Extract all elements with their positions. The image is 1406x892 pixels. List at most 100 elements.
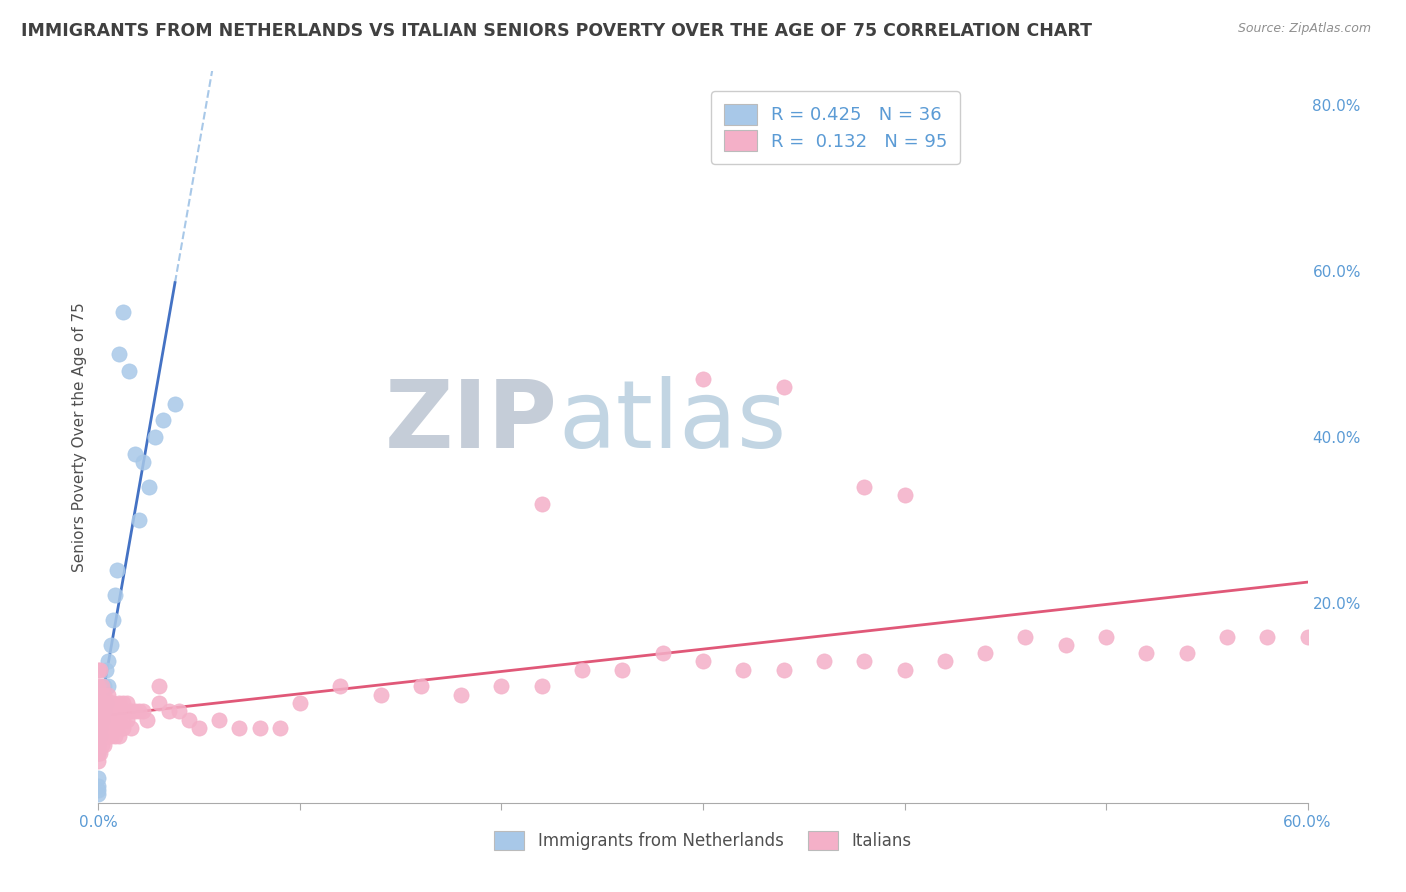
Point bbox=[138, 480, 160, 494]
Point bbox=[934, 655, 956, 669]
Point bbox=[100, 705, 122, 719]
Point bbox=[157, 705, 180, 719]
Point bbox=[87, 729, 110, 743]
Point bbox=[530, 497, 553, 511]
Point bbox=[120, 721, 142, 735]
Point bbox=[89, 713, 111, 727]
Point bbox=[409, 680, 432, 694]
Point bbox=[97, 705, 120, 719]
Point bbox=[87, 746, 110, 760]
Point bbox=[93, 696, 115, 710]
Point bbox=[853, 655, 876, 669]
Point bbox=[89, 746, 111, 760]
Point bbox=[329, 680, 352, 694]
Point bbox=[91, 738, 114, 752]
Point bbox=[91, 688, 114, 702]
Point bbox=[101, 696, 124, 710]
Point bbox=[571, 663, 593, 677]
Point bbox=[491, 680, 513, 694]
Point bbox=[87, 688, 110, 702]
Text: IMMIGRANTS FROM NETHERLANDS VS ITALIAN SENIORS POVERTY OVER THE AGE OF 75 CORREL: IMMIGRANTS FROM NETHERLANDS VS ITALIAN S… bbox=[21, 22, 1092, 40]
Point bbox=[87, 713, 110, 727]
Point bbox=[103, 588, 125, 602]
Point bbox=[208, 713, 231, 727]
Point bbox=[450, 688, 472, 702]
Point bbox=[89, 729, 111, 743]
Point bbox=[1175, 646, 1198, 660]
Point bbox=[101, 705, 124, 719]
Point bbox=[97, 721, 120, 735]
Point bbox=[91, 721, 114, 735]
Point bbox=[97, 655, 120, 669]
Point bbox=[87, 696, 110, 710]
Point bbox=[772, 380, 794, 394]
Point bbox=[101, 613, 124, 627]
Point bbox=[1256, 630, 1278, 644]
Point bbox=[97, 680, 120, 694]
Point bbox=[530, 680, 553, 694]
Point bbox=[105, 563, 128, 577]
Point bbox=[124, 447, 146, 461]
Point bbox=[148, 680, 170, 694]
Point bbox=[89, 696, 111, 710]
Point bbox=[124, 705, 146, 719]
Point bbox=[91, 705, 114, 719]
Point bbox=[87, 663, 110, 677]
Point bbox=[93, 721, 115, 735]
Point bbox=[1216, 630, 1239, 644]
Point bbox=[87, 729, 110, 743]
Point bbox=[87, 788, 110, 802]
Point bbox=[370, 688, 392, 702]
Point bbox=[87, 746, 110, 760]
Point bbox=[692, 655, 714, 669]
Point bbox=[87, 738, 110, 752]
Point bbox=[1054, 638, 1077, 652]
Point bbox=[135, 713, 157, 727]
Point bbox=[163, 397, 186, 411]
Point bbox=[813, 655, 835, 669]
Point bbox=[974, 646, 997, 660]
Point bbox=[87, 754, 110, 768]
Point bbox=[96, 696, 118, 710]
Point bbox=[143, 430, 166, 444]
Point bbox=[91, 680, 114, 694]
Point bbox=[120, 705, 142, 719]
Point bbox=[96, 663, 118, 677]
Point bbox=[118, 363, 141, 377]
Point bbox=[288, 696, 311, 710]
Point bbox=[179, 713, 201, 727]
Point bbox=[1014, 630, 1036, 644]
Point bbox=[93, 688, 115, 702]
Point bbox=[651, 646, 673, 660]
Point bbox=[128, 513, 150, 527]
Point bbox=[91, 705, 114, 719]
Point bbox=[87, 721, 110, 735]
Point bbox=[87, 738, 110, 752]
Y-axis label: Seniors Poverty Over the Age of 75: Seniors Poverty Over the Age of 75 bbox=[72, 302, 87, 572]
Point bbox=[87, 680, 110, 694]
Point bbox=[87, 779, 110, 793]
Point bbox=[692, 372, 714, 386]
Point bbox=[87, 721, 110, 735]
Point bbox=[87, 771, 110, 785]
Point bbox=[91, 713, 114, 727]
Point bbox=[853, 480, 876, 494]
Point bbox=[107, 347, 129, 361]
Point bbox=[111, 305, 134, 319]
Point bbox=[132, 705, 155, 719]
Point bbox=[269, 721, 291, 735]
Text: ZIP: ZIP bbox=[385, 376, 558, 468]
Point bbox=[93, 738, 115, 752]
Point bbox=[103, 729, 125, 743]
Point bbox=[1296, 630, 1319, 644]
Point bbox=[115, 696, 138, 710]
Point bbox=[249, 721, 271, 735]
Point bbox=[89, 705, 111, 719]
Point bbox=[100, 638, 122, 652]
Point bbox=[228, 721, 250, 735]
Point bbox=[100, 696, 122, 710]
Point bbox=[93, 705, 115, 719]
Point bbox=[107, 705, 129, 719]
Point bbox=[132, 455, 155, 469]
Point bbox=[87, 783, 110, 797]
